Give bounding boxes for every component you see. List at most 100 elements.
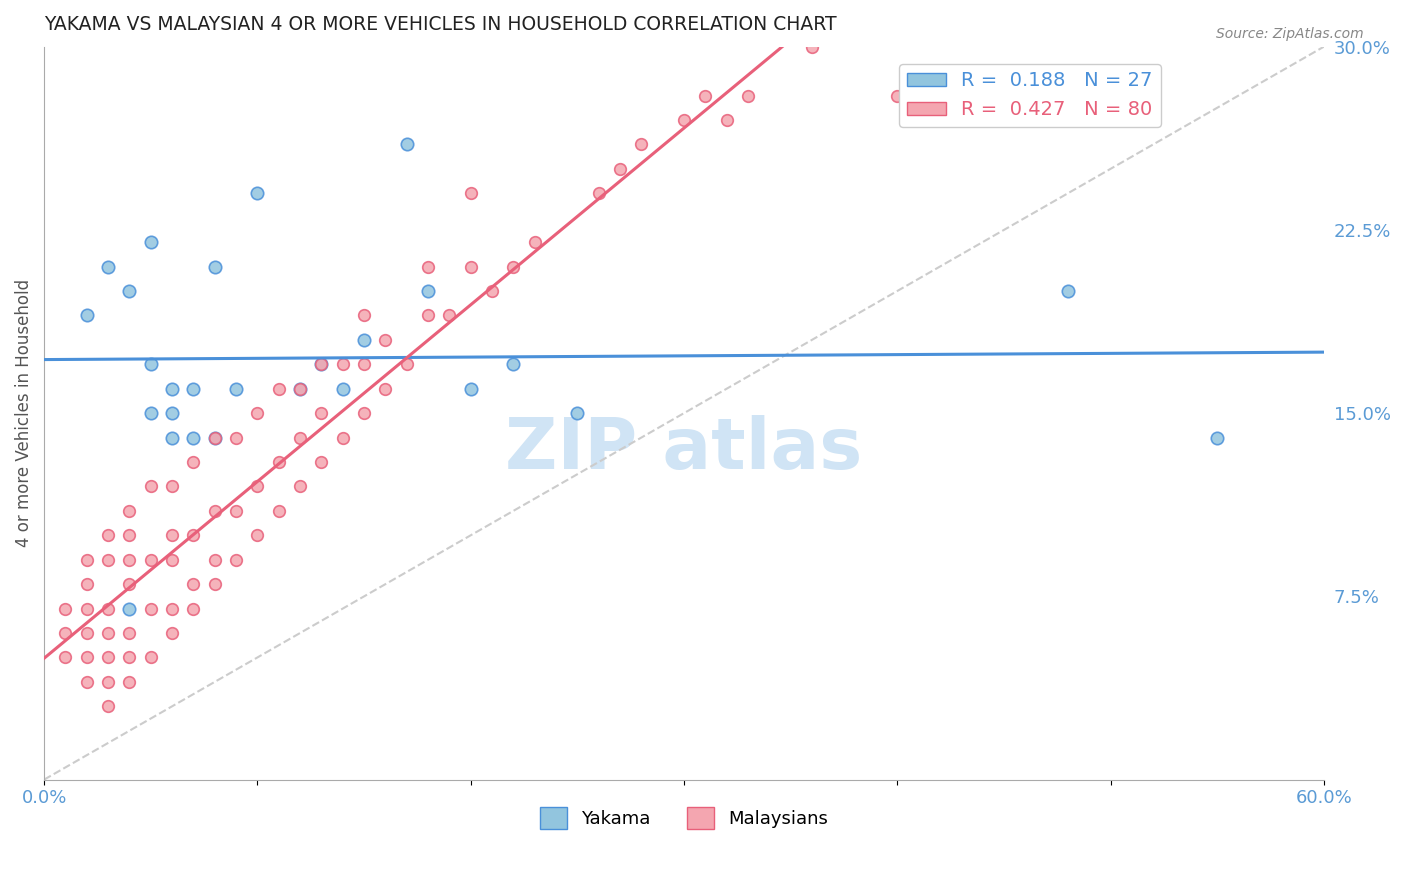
Point <box>76 650 98 665</box>
Point <box>76 552 98 566</box>
Point <box>288 431 311 445</box>
Point <box>374 333 396 347</box>
Point <box>395 357 418 371</box>
Point <box>139 479 162 493</box>
Point <box>716 112 738 127</box>
Point <box>523 235 546 249</box>
Text: YAKAMA VS MALAYSIAN 4 OR MORE VEHICLES IN HOUSEHOLD CORRELATION CHART: YAKAMA VS MALAYSIAN 4 OR MORE VEHICLES I… <box>44 15 837 34</box>
Point <box>204 577 226 591</box>
Point <box>460 186 482 201</box>
Point <box>118 552 141 566</box>
Point <box>288 382 311 396</box>
Point <box>416 309 439 323</box>
Point <box>139 650 162 665</box>
Y-axis label: 4 or more Vehicles in Household: 4 or more Vehicles in Household <box>15 279 32 547</box>
Point <box>160 528 183 542</box>
Point <box>183 577 205 591</box>
Point <box>267 504 290 518</box>
Point <box>55 626 77 640</box>
Point <box>97 650 120 665</box>
Point <box>1057 284 1080 298</box>
Point <box>416 284 439 298</box>
Point <box>204 260 226 274</box>
Point <box>332 357 354 371</box>
Point <box>737 88 759 103</box>
Point <box>311 357 333 371</box>
Point <box>246 186 269 201</box>
Point <box>118 626 141 640</box>
Point <box>139 552 162 566</box>
Point <box>160 601 183 615</box>
Point <box>353 406 375 420</box>
Point <box>886 88 908 103</box>
Point <box>76 626 98 640</box>
Point <box>139 235 162 249</box>
Point <box>225 504 247 518</box>
Point <box>1206 431 1229 445</box>
Point <box>353 357 375 371</box>
Point <box>288 479 311 493</box>
Point <box>246 406 269 420</box>
Point <box>311 357 333 371</box>
Point <box>97 626 120 640</box>
Point <box>672 112 695 127</box>
Point <box>183 431 205 445</box>
Point <box>139 601 162 615</box>
Point <box>204 431 226 445</box>
Point <box>801 39 824 54</box>
Point <box>695 88 717 103</box>
Point <box>332 382 354 396</box>
Point <box>609 161 631 176</box>
Point <box>183 528 205 542</box>
Point <box>160 626 183 640</box>
Point <box>588 186 610 201</box>
Point <box>204 552 226 566</box>
Point <box>118 577 141 591</box>
Point <box>311 455 333 469</box>
Point <box>481 284 503 298</box>
Point <box>97 260 120 274</box>
Point <box>225 382 247 396</box>
Point <box>55 650 77 665</box>
Point <box>567 406 589 420</box>
Point <box>353 309 375 323</box>
Point <box>311 406 333 420</box>
Point <box>118 284 141 298</box>
Legend: Yakama, Malaysians: Yakama, Malaysians <box>533 800 835 837</box>
Point <box>76 309 98 323</box>
Point <box>160 382 183 396</box>
Point <box>439 309 461 323</box>
Point <box>97 674 120 689</box>
Point <box>97 552 120 566</box>
Point <box>139 406 162 420</box>
Point <box>225 552 247 566</box>
Point <box>55 601 77 615</box>
Point <box>118 601 141 615</box>
Point <box>416 260 439 274</box>
Point <box>267 455 290 469</box>
Point <box>460 260 482 274</box>
Point <box>160 479 183 493</box>
Point <box>246 528 269 542</box>
Point <box>395 137 418 152</box>
Point <box>267 382 290 396</box>
Point <box>460 382 482 396</box>
Point <box>204 431 226 445</box>
Point <box>288 382 311 396</box>
Point <box>160 552 183 566</box>
Point <box>97 699 120 714</box>
Point <box>118 650 141 665</box>
Point <box>118 528 141 542</box>
Point <box>76 674 98 689</box>
Text: ZIP atlas: ZIP atlas <box>505 416 863 484</box>
Point <box>374 382 396 396</box>
Point <box>183 455 205 469</box>
Point <box>246 479 269 493</box>
Point <box>183 382 205 396</box>
Point <box>118 504 141 518</box>
Point <box>160 431 183 445</box>
Point <box>502 357 524 371</box>
Point <box>332 431 354 445</box>
Point <box>139 357 162 371</box>
Point <box>76 601 98 615</box>
